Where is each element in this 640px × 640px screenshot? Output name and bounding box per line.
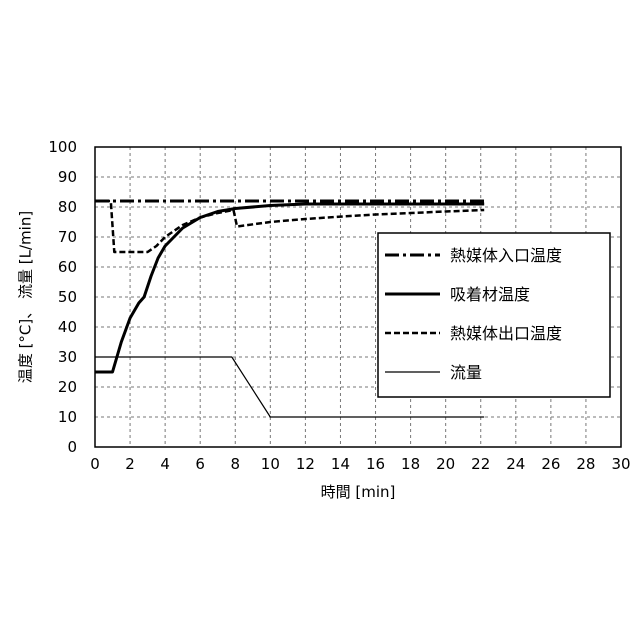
legend-label-3: 熱媒体出口温度 [450, 324, 562, 343]
series-group [95, 199, 485, 418]
x-axis-ticks: 0 2 4 6 8 10 12 14 16 18 20 22 24 26 28 30 [90, 455, 630, 473]
y-tick-label: 80 [58, 198, 77, 216]
x-tick-label: 8 [230, 455, 240, 473]
y-tick-label: 100 [48, 138, 77, 156]
x-tick-label: 16 [366, 455, 385, 473]
series-line-2 [95, 202, 485, 374]
x-tick-label: 20 [436, 455, 455, 473]
x-tick-label: 24 [506, 455, 525, 473]
x-tick-label: 0 [90, 455, 100, 473]
x-tick-label: 26 [541, 455, 560, 473]
y-tick-label: 20 [58, 378, 77, 396]
y-tick-label: 50 [58, 288, 77, 306]
y-axis-title: 温度 [°C]、 流量 [L/min] [17, 211, 35, 383]
plot-area-border [94, 146, 622, 448]
y-tick-label: 70 [58, 228, 77, 246]
x-tick-label: 30 [611, 455, 630, 473]
series-line-4 [95, 356, 485, 418]
y-tick-label: 10 [58, 408, 77, 426]
y-tick-label: 60 [58, 258, 77, 276]
x-axis-title: 時間 [min] [321, 483, 396, 501]
x-tick-label: 2 [125, 455, 135, 473]
x-tick-label: 6 [195, 455, 205, 473]
legend-label-2: 吸着材温度 [450, 285, 530, 304]
y-tick-label: 0 [67, 438, 77, 456]
y-tick-label: 30 [58, 348, 77, 366]
y-axis-ticks: 0 10 20 30 40 50 60 70 80 90 100 [48, 138, 77, 456]
legend-label-4: 流量 [450, 363, 482, 382]
x-tick-label: 14 [331, 455, 350, 473]
x-tick-label: 12 [296, 455, 315, 473]
legend-label-1: 熱媒体入口温度 [450, 246, 562, 265]
x-tick-label: 22 [471, 455, 490, 473]
x-tick-label: 10 [261, 455, 280, 473]
x-tick-label: 4 [160, 455, 170, 473]
x-tick-label: 28 [576, 455, 595, 473]
y-tick-label: 90 [58, 168, 77, 186]
y-tick-label: 40 [58, 318, 77, 336]
legend-box [377, 232, 611, 398]
series-line-3 [95, 199, 485, 254]
x-tick-label: 18 [401, 455, 420, 473]
